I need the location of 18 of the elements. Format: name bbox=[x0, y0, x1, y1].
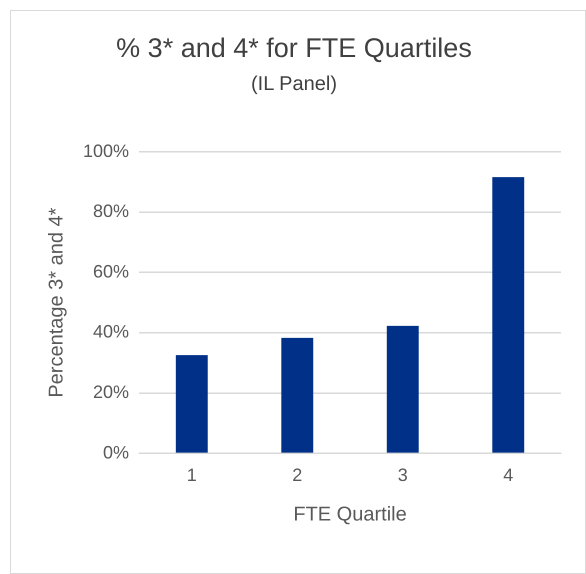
bar bbox=[176, 355, 208, 453]
y-tick-label: 80% bbox=[93, 201, 130, 222]
bar bbox=[492, 177, 524, 453]
y-tick-label: 100% bbox=[82, 140, 130, 161]
x-tick-label: 2 bbox=[292, 465, 302, 486]
y-tick-label: 40% bbox=[93, 322, 130, 342]
chart-title: % 3* and 4* for FTE Quartiles bbox=[115, 33, 473, 64]
bar bbox=[386, 326, 419, 453]
y-axis-title: Percentage 3* and 4* bbox=[46, 207, 68, 398]
x-tick-label: 1 bbox=[186, 465, 197, 486]
bar bbox=[281, 338, 314, 453]
chart-subtitle: (IL Panel) bbox=[250, 73, 338, 96]
x-tick-label: 4 bbox=[503, 465, 514, 486]
y-tick-label: 20% bbox=[93, 382, 130, 402]
y-tick-label: 0% bbox=[103, 442, 130, 462]
x-tick-label: 3 bbox=[398, 465, 408, 486]
y-tick-label: 60% bbox=[93, 261, 130, 282]
x-axis-title: FTE Quartile bbox=[293, 504, 407, 526]
